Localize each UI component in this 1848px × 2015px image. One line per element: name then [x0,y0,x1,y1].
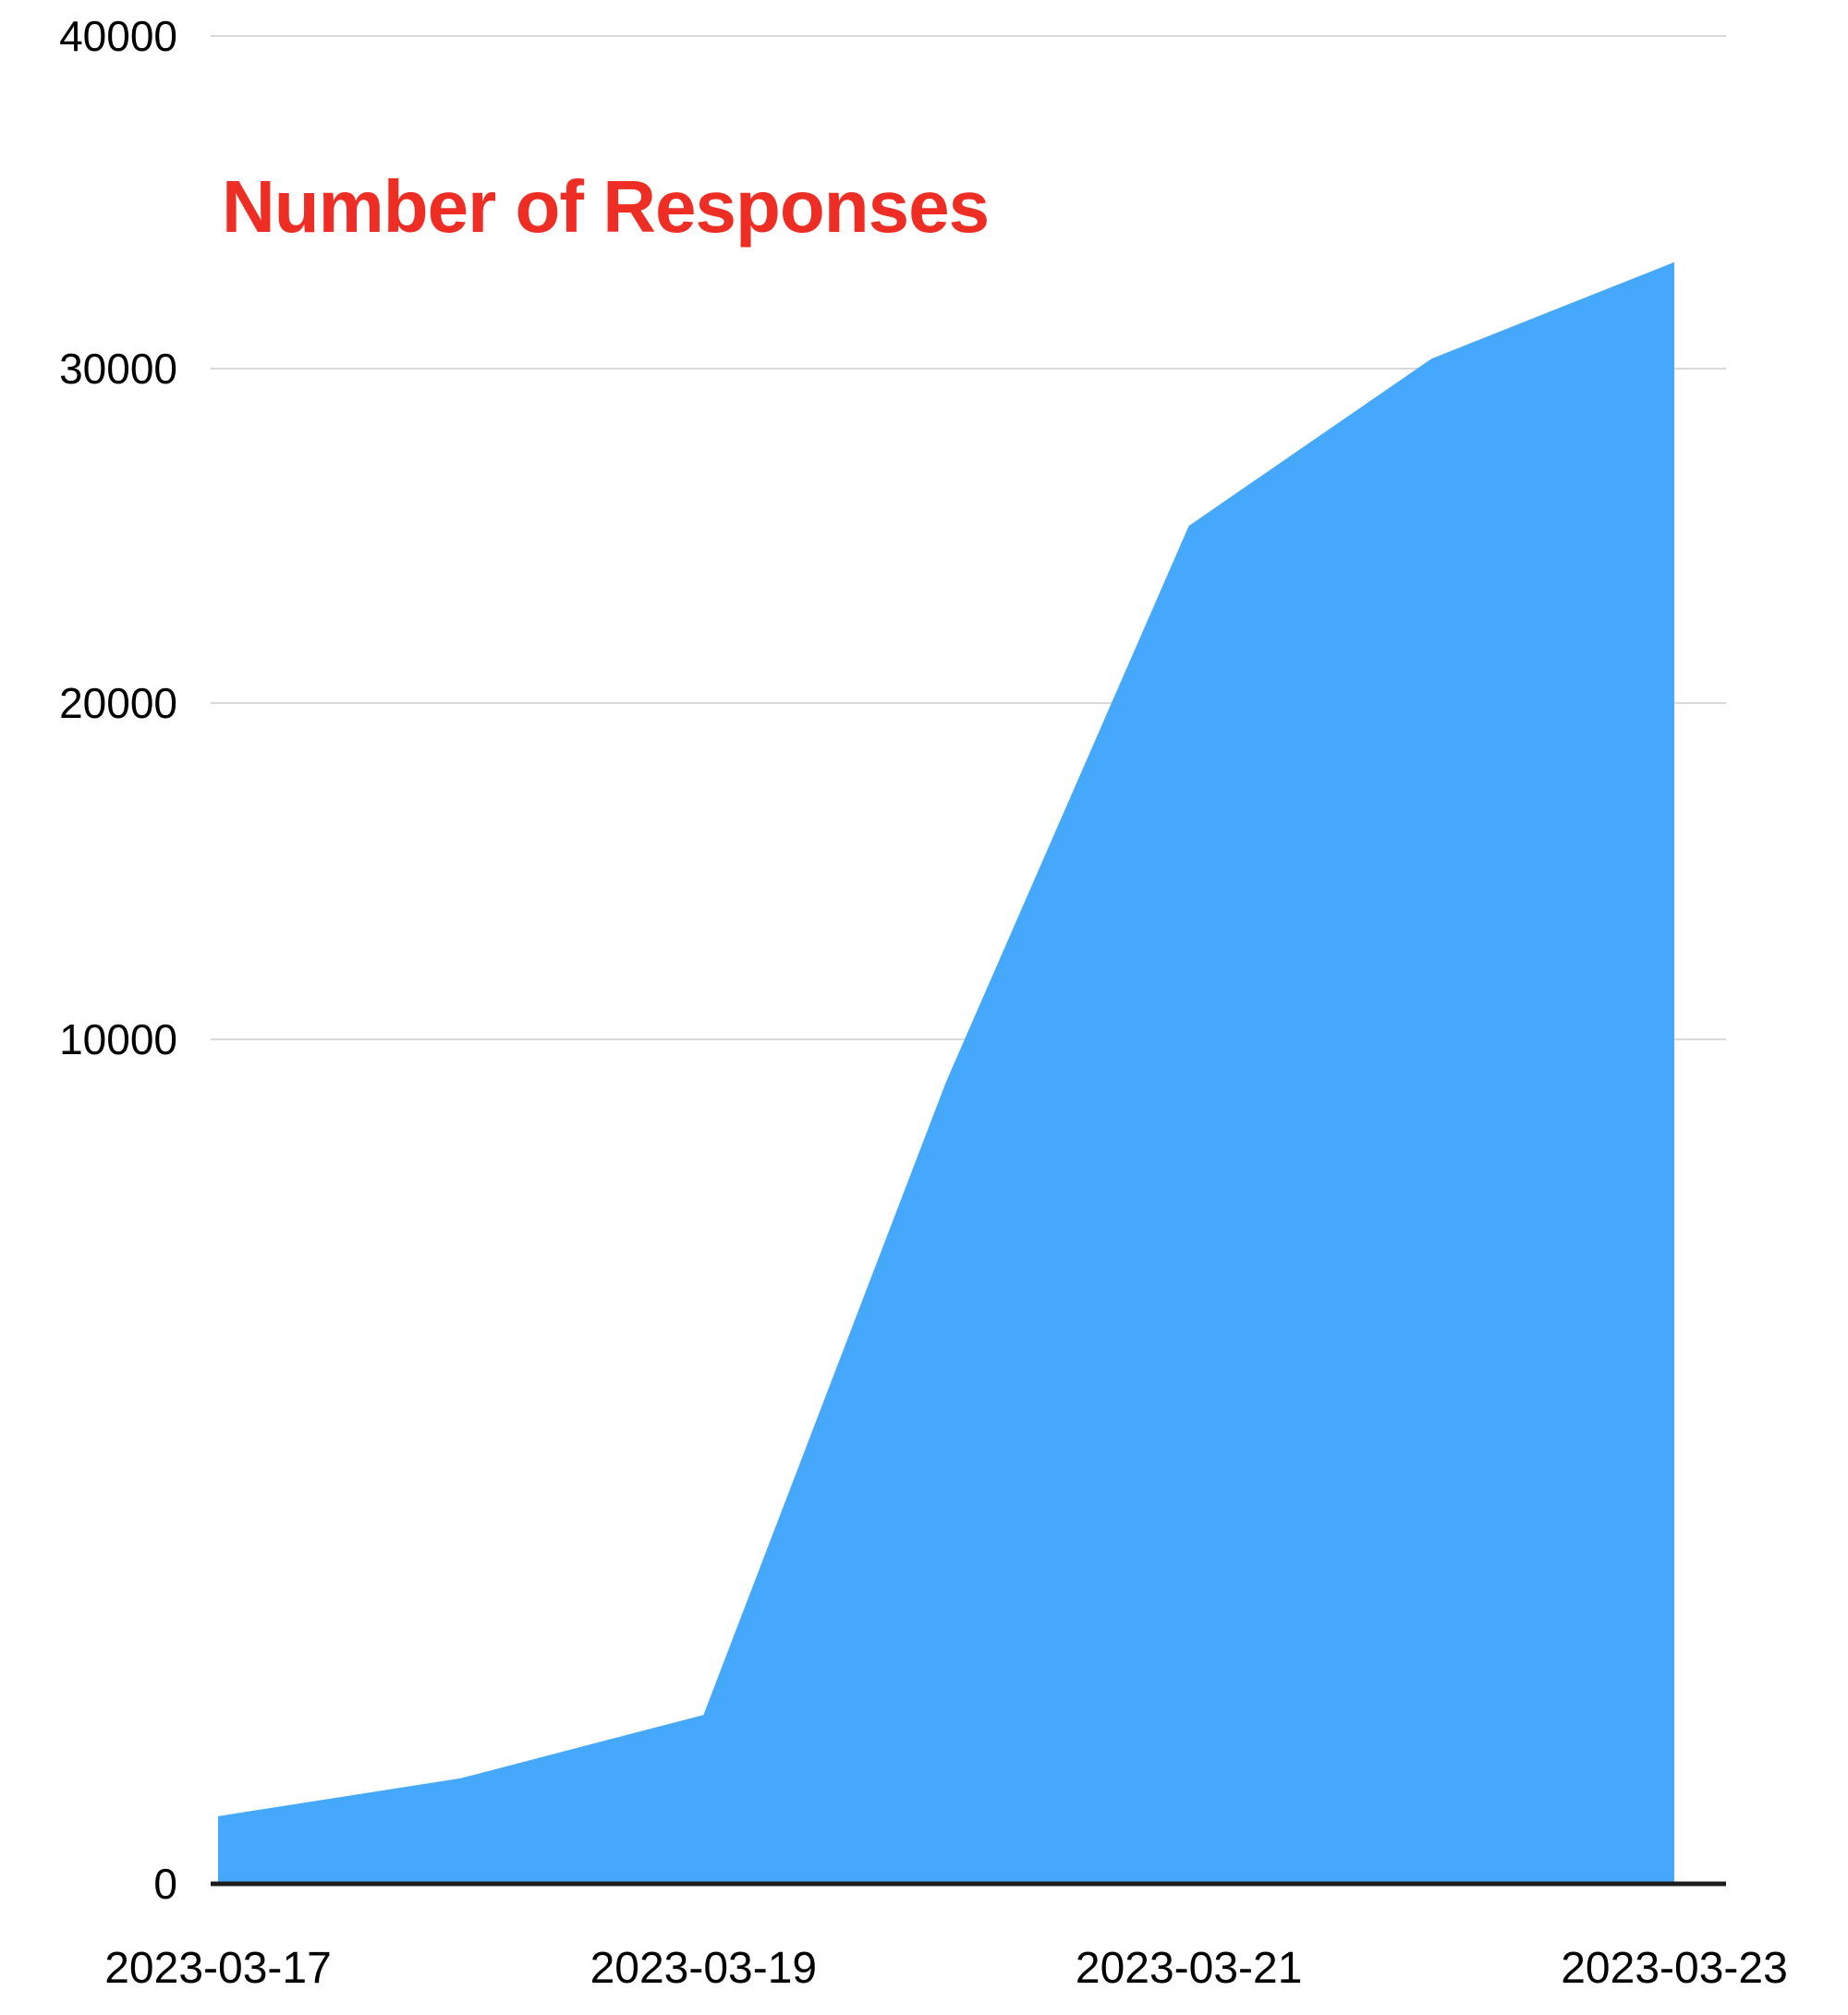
chart-title: Number of Responses [222,165,990,248]
y-tick-label: 20000 [59,679,177,727]
x-tick-label: 2023-03-19 [590,1944,818,1993]
x-tick-label: 2023-03-21 [1076,1944,1303,1993]
area-series [218,261,1674,1884]
x-tick-label: 2023-03-17 [104,1944,332,1993]
y-tick-label: 0 [153,1860,177,1908]
y-tick-label: 10000 [59,1015,177,1063]
y-tick-label: 30000 [59,345,177,393]
x-tick-label: 2023-03-23 [1561,1944,1788,1993]
y-tick-label: 40000 [59,12,177,60]
